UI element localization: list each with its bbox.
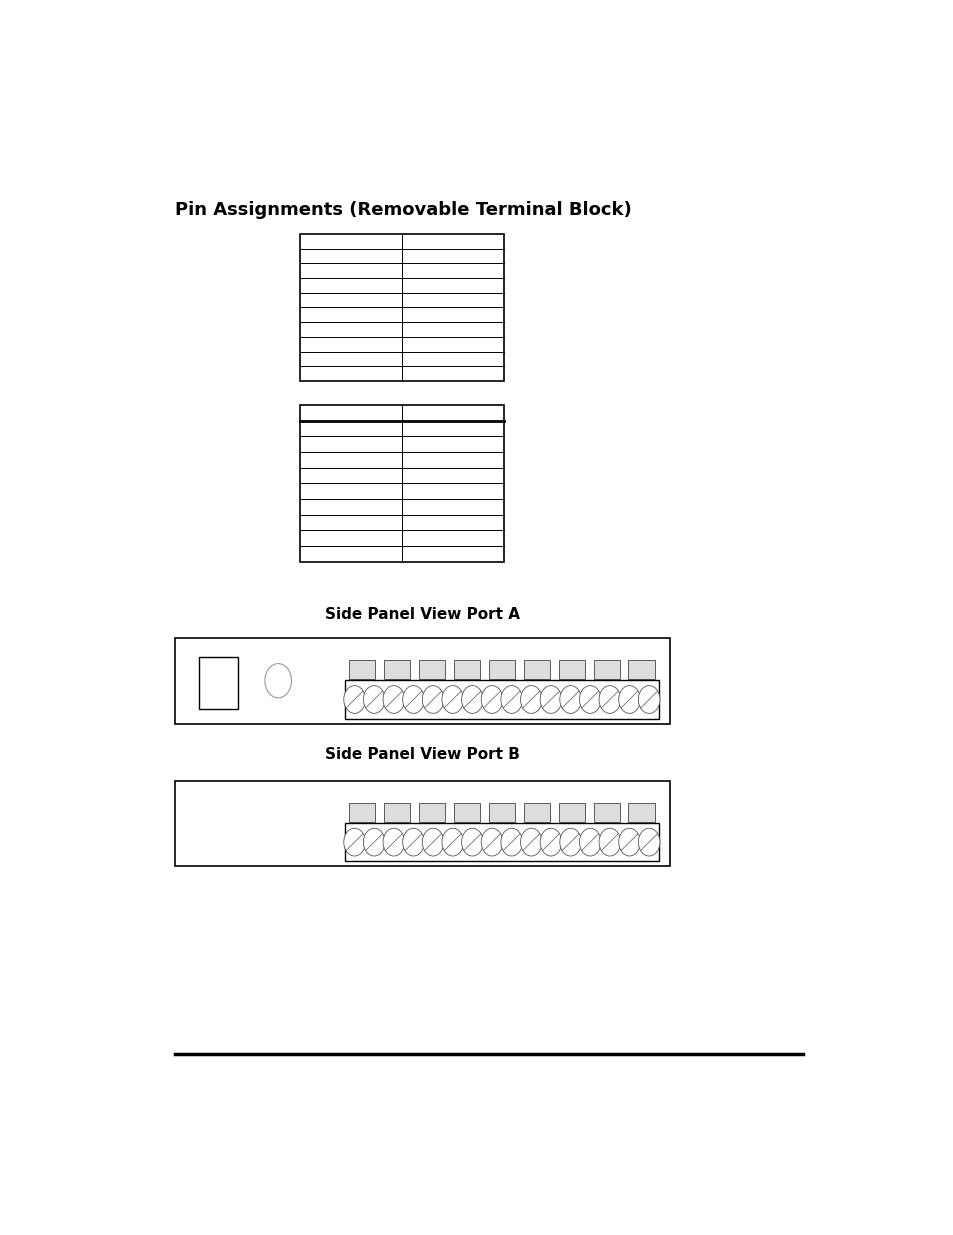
Circle shape <box>598 829 620 856</box>
Bar <box>300 405 503 562</box>
Circle shape <box>422 829 443 856</box>
Circle shape <box>480 685 502 714</box>
Circle shape <box>598 685 620 714</box>
Bar <box>384 661 410 679</box>
Circle shape <box>402 685 424 714</box>
Circle shape <box>343 829 365 856</box>
Bar <box>349 661 375 679</box>
Bar <box>488 803 515 823</box>
Bar <box>558 661 584 679</box>
Circle shape <box>402 829 424 856</box>
Bar <box>300 233 503 382</box>
Circle shape <box>578 829 600 856</box>
Circle shape <box>500 829 522 856</box>
Circle shape <box>441 829 463 856</box>
Circle shape <box>520 829 541 856</box>
Circle shape <box>500 685 522 714</box>
Circle shape <box>578 685 600 714</box>
Bar <box>349 803 375 823</box>
Bar <box>628 661 654 679</box>
Circle shape <box>539 685 561 714</box>
Circle shape <box>383 685 404 714</box>
Circle shape <box>441 685 463 714</box>
Bar <box>418 803 445 823</box>
Circle shape <box>383 829 404 856</box>
Circle shape <box>422 685 443 714</box>
Bar <box>558 803 584 823</box>
Circle shape <box>461 685 482 714</box>
Circle shape <box>559 829 580 856</box>
Bar <box>344 680 659 719</box>
Bar <box>593 661 619 679</box>
Bar <box>488 661 515 679</box>
Bar <box>384 803 410 823</box>
Circle shape <box>480 829 502 856</box>
Bar <box>523 661 549 679</box>
Circle shape <box>461 829 482 856</box>
Bar <box>344 823 659 862</box>
Bar <box>199 657 237 709</box>
Circle shape <box>265 663 292 698</box>
Circle shape <box>363 829 385 856</box>
Circle shape <box>559 685 580 714</box>
Text: Side Panel View Port A: Side Panel View Port A <box>325 606 519 621</box>
Text: Side Panel View Port B: Side Panel View Port B <box>325 747 519 762</box>
Bar <box>418 661 445 679</box>
Bar <box>454 661 479 679</box>
Circle shape <box>539 829 561 856</box>
Circle shape <box>363 685 385 714</box>
Bar <box>454 803 479 823</box>
Circle shape <box>343 685 365 714</box>
Bar <box>628 803 654 823</box>
Circle shape <box>618 685 639 714</box>
Bar <box>593 803 619 823</box>
Circle shape <box>618 829 639 856</box>
Circle shape <box>638 829 659 856</box>
Bar <box>174 638 669 724</box>
Circle shape <box>638 685 659 714</box>
Text: Pin Assignments (Removable Terminal Block): Pin Assignments (Removable Terminal Bloc… <box>174 200 631 219</box>
Circle shape <box>520 685 541 714</box>
Bar <box>523 803 549 823</box>
Bar <box>174 781 669 866</box>
